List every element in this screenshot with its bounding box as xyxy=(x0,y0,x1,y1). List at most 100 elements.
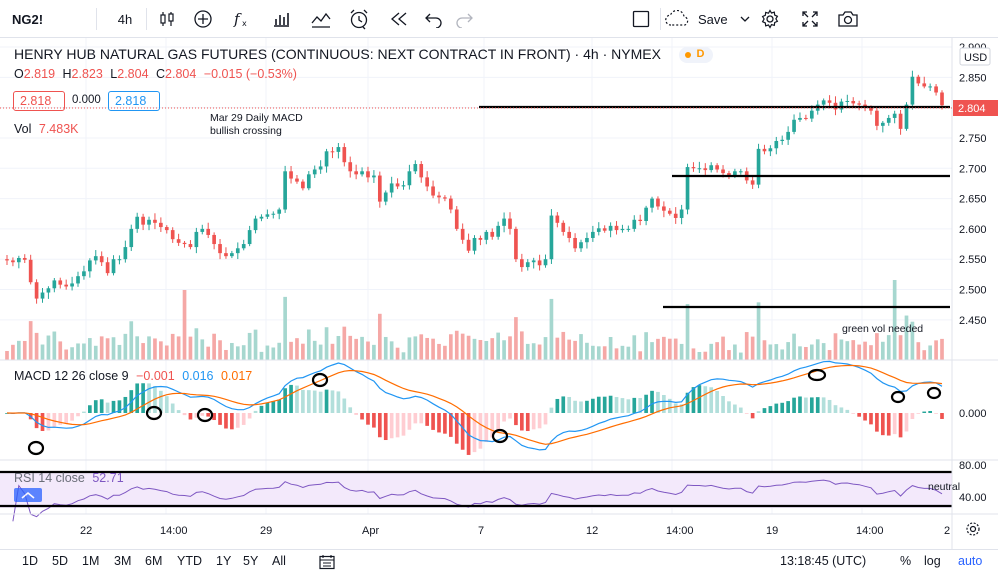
candle-body xyxy=(721,169,725,174)
range-6m[interactable]: 6M xyxy=(145,554,163,568)
chart-canvas[interactable]: Mar 29 Daily MACD bullish crossing green… xyxy=(0,38,998,549)
macd-cross-marker[interactable] xyxy=(890,390,906,404)
candle-body xyxy=(869,107,873,111)
redo-button[interactable] xyxy=(450,4,478,34)
gear-icon[interactable] xyxy=(966,522,980,536)
volume-bar xyxy=(780,349,785,360)
settings-button[interactable] xyxy=(754,4,786,34)
candle-body xyxy=(431,186,435,196)
indicators-button[interactable] xyxy=(188,4,218,34)
price-candles[interactable] xyxy=(5,70,944,304)
volume-bar xyxy=(377,313,382,360)
replay-button[interactable] xyxy=(384,4,414,34)
layout-button[interactable] xyxy=(626,4,656,34)
range-all[interactable]: All xyxy=(272,554,286,568)
collapse-pane-button[interactable] xyxy=(14,488,42,502)
macd-hist-bar xyxy=(762,408,767,413)
save-button[interactable]: Save xyxy=(664,4,750,34)
macd-hist-bar xyxy=(88,405,92,413)
volume-bar xyxy=(543,337,548,360)
symbol-search-button[interactable]: NG2! xyxy=(6,4,52,34)
price-tick: 2.500 xyxy=(959,285,987,297)
candle-body xyxy=(614,225,619,231)
macd-hist-bar xyxy=(324,389,329,413)
fullscreen-button[interactable] xyxy=(794,4,826,34)
rsi-legend[interactable]: RSI 14 close 52.71 xyxy=(14,471,124,485)
chart-style-button[interactable] xyxy=(152,4,182,34)
macd-cross-marker[interactable] xyxy=(926,386,942,400)
clock-time[interactable]: 13:18:45 (UTC) xyxy=(780,554,867,568)
macd-cross-marker[interactable] xyxy=(196,407,214,423)
macd-hist-bar xyxy=(306,390,311,413)
macd-label: MACD 12 26 close 9 xyxy=(14,369,129,383)
auto-toggle[interactable]: auto xyxy=(958,554,983,568)
alert-button[interactable] xyxy=(344,4,374,34)
volume-bar xyxy=(295,338,299,360)
drawing-ellipses[interactable] xyxy=(27,368,942,456)
toolbar-divider xyxy=(96,8,97,30)
candle-body xyxy=(306,174,311,189)
volume-bar xyxy=(301,343,305,360)
snapshot-button[interactable] xyxy=(832,4,864,34)
chart-title-row[interactable]: HENRY HUB NATURAL GAS FUTURES (CONTINUOU… xyxy=(14,46,713,64)
macd-cross-marker[interactable] xyxy=(311,372,329,388)
macd-hist-bar xyxy=(620,398,625,413)
candle-body xyxy=(401,185,406,187)
range-1d[interactable]: 1D xyxy=(22,554,38,568)
interval-button[interactable]: 4h xyxy=(110,4,140,34)
range-1y[interactable]: 1Y xyxy=(216,554,232,568)
macd-hist-bar xyxy=(230,413,234,430)
log-toggle[interactable]: log xyxy=(924,554,941,568)
range-5y[interactable]: 5Y xyxy=(243,554,259,568)
buy-button[interactable]: 2.818 xyxy=(108,91,160,111)
candle-body xyxy=(573,237,577,249)
macd-cross-marker[interactable] xyxy=(145,405,163,421)
macd-hist-bar xyxy=(632,397,637,413)
macd-cross-marker[interactable] xyxy=(491,428,509,444)
macd-hist-bar xyxy=(786,401,790,413)
sell-button[interactable]: 2.818 xyxy=(13,91,65,111)
undo-button[interactable] xyxy=(420,4,448,34)
macd-cross-marker[interactable] xyxy=(27,440,45,456)
macd-hist-bar xyxy=(241,413,246,425)
range-ytd[interactable]: YTD xyxy=(177,554,202,568)
volume-bar xyxy=(70,347,74,360)
price-axis[interactable]: 2.9002.8502.8002.7502.7002.6502.6002.550… xyxy=(959,42,987,327)
macd-hist-bar xyxy=(845,409,850,413)
range-3m[interactable]: 3M xyxy=(114,554,132,568)
macd-hist-bar xyxy=(395,413,400,438)
candle-body xyxy=(632,219,637,229)
macd-hist-bar xyxy=(697,385,702,413)
candle-body xyxy=(117,259,122,261)
candle-body xyxy=(750,180,755,185)
range-5d[interactable]: 5D xyxy=(52,554,68,568)
volume-bar xyxy=(466,335,471,360)
time-axis[interactable]: 22 14:00 29 Apr 7 12 14:00 19 14:00 2 xyxy=(80,525,950,537)
macd-cross-marker[interactable] xyxy=(807,368,827,382)
candle-body xyxy=(22,257,27,260)
delayed-badge[interactable]: D xyxy=(678,46,713,63)
close-value: 2.804 xyxy=(165,67,197,81)
volume-bar xyxy=(159,341,163,360)
financials-button[interactable] xyxy=(266,4,296,34)
currency-box[interactable] xyxy=(959,47,991,66)
macd-hist-bar xyxy=(235,413,240,428)
macd-hist-bar xyxy=(318,391,323,413)
compare-button[interactable] xyxy=(306,4,336,34)
volume-bar xyxy=(875,333,879,360)
range-1m[interactable]: 1M xyxy=(82,554,100,568)
percent-toggle[interactable]: % xyxy=(900,554,912,568)
goto-date-button[interactable] xyxy=(318,553,336,574)
candle-body xyxy=(827,100,832,103)
candle-body xyxy=(28,259,33,283)
cloud-save-icon xyxy=(665,10,689,26)
candle-body xyxy=(880,122,885,126)
drawing-horizontal-lines[interactable] xyxy=(0,105,952,508)
candle-body xyxy=(472,237,477,251)
macd-legend[interactable]: MACD 12 26 close 9 −0.001 0.016 0.017 xyxy=(14,369,252,383)
volume-legend[interactable]: Vol 7.483K xyxy=(14,122,79,136)
macd-hist-bar xyxy=(898,413,903,438)
low-label: L xyxy=(110,67,118,81)
candle-body xyxy=(301,181,305,189)
